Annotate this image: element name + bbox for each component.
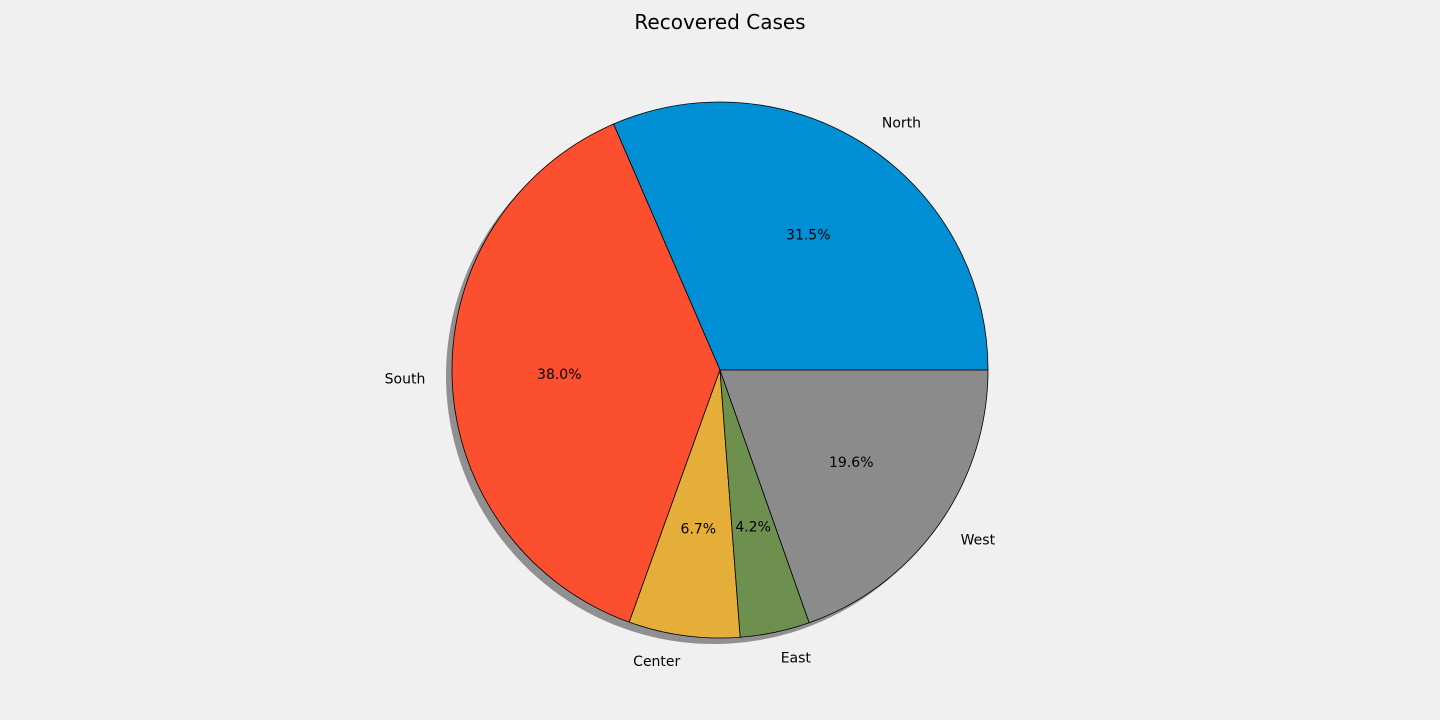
pie-slice-north bbox=[613, 101, 989, 371]
chart-title: Recovered Cases bbox=[634, 10, 806, 34]
category-label-south: South bbox=[385, 371, 426, 387]
percent-label-west: 19.6% bbox=[829, 455, 873, 471]
pie-slices bbox=[451, 101, 989, 639]
pie-slice-center bbox=[628, 369, 741, 639]
percent-label-south: 38.0% bbox=[537, 367, 581, 383]
percent-label-north: 31.5% bbox=[786, 228, 830, 244]
pie-slice-south bbox=[451, 123, 721, 623]
category-label-east: East bbox=[781, 650, 812, 666]
percent-label-center: 6.7% bbox=[681, 521, 717, 537]
category-label-west: West bbox=[961, 532, 996, 548]
percent-label-east: 4.2% bbox=[735, 519, 771, 535]
pie-labels: North 31.5% South 38.0% Center 6.7% East 4.2% We… bbox=[385, 116, 996, 671]
category-label-north: North bbox=[882, 116, 921, 132]
pie-slice-west bbox=[719, 369, 989, 624]
category-label-center: Center bbox=[633, 654, 680, 670]
